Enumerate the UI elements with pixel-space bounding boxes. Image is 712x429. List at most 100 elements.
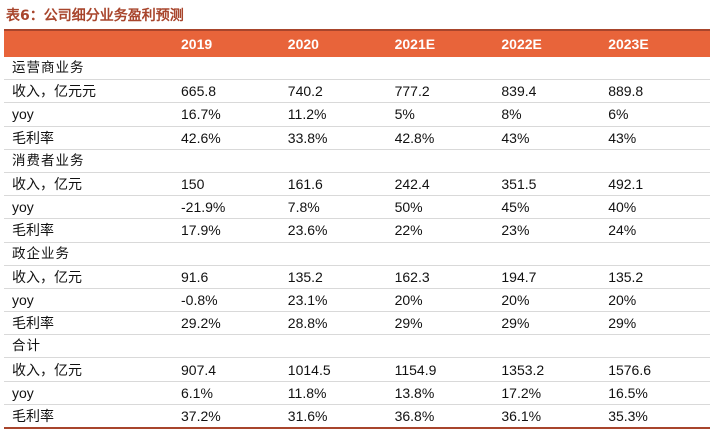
value-cell: 740.2	[282, 79, 390, 104]
value-cell: 23%	[496, 218, 604, 243]
metric-label: 收入，亿元	[4, 265, 176, 289]
value-cell: -0.8%	[176, 288, 283, 313]
value-cell: 839.4	[496, 79, 604, 104]
value-cell: 43%	[496, 126, 604, 150]
value-cell: 35.3%	[603, 404, 710, 429]
value-cell: 11.8%	[282, 381, 390, 405]
table-row: 毛利率 42.6% 33.8% 42.8% 43% 43%	[4, 126, 710, 150]
value-cell: 50%	[389, 195, 497, 220]
segment-name: 运营商业务	[4, 57, 710, 81]
value-cell: 91.6	[176, 265, 283, 289]
title-rule	[4, 29, 710, 31]
metric-label: 毛利率	[4, 126, 176, 150]
metric-label: 毛利率	[4, 311, 176, 336]
value-cell: 492.1	[603, 172, 710, 197]
metric-label: yoy	[4, 288, 176, 313]
value-cell: 351.5	[496, 172, 604, 197]
value-cell: 29%	[603, 311, 710, 336]
value-cell: 1353.2	[496, 357, 604, 382]
metric-label: yoy	[4, 102, 176, 127]
value-cell: 36.1%	[496, 404, 604, 429]
value-cell: 42.6%	[176, 126, 283, 150]
value-cell: 16.7%	[176, 102, 283, 127]
table-row: 收入，亿元 150 161.6 242.4 351.5 492.1	[4, 172, 710, 197]
value-cell: 20%	[389, 288, 497, 313]
value-cell: 150	[176, 172, 283, 197]
value-cell: 24%	[603, 218, 710, 243]
value-cell: 43%	[603, 126, 710, 150]
value-cell: 20%	[603, 288, 710, 313]
value-cell: 161.6	[282, 172, 390, 197]
metric-label: 毛利率	[4, 404, 176, 429]
value-cell: 37.2%	[176, 404, 283, 429]
header-corner	[4, 31, 176, 57]
value-cell: 135.2	[282, 265, 390, 289]
value-cell: 29%	[389, 311, 497, 336]
value-cell: -21.9%	[176, 195, 283, 220]
value-cell: 29.2%	[176, 311, 283, 336]
value-cell: 1576.6	[603, 357, 710, 382]
table-row: 毛利率 17.9% 23.6% 22% 23% 24%	[4, 218, 710, 243]
value-cell: 1154.9	[389, 357, 497, 382]
table-row: yoy 16.7% 11.2% 5% 8% 6%	[4, 102, 710, 127]
segment-name: 合计	[4, 334, 710, 359]
year-header: 2022E	[496, 31, 604, 57]
year-header: 2020	[282, 31, 390, 57]
value-cell: 36.8%	[389, 404, 497, 429]
value-cell: 8%	[496, 102, 604, 127]
segment-name: 消费者业务	[4, 149, 710, 173]
value-cell: 23.6%	[282, 218, 390, 243]
value-cell: 29%	[496, 311, 604, 336]
value-cell: 22%	[389, 218, 497, 243]
value-cell: 17.2%	[496, 381, 604, 405]
year-header: 2021E	[389, 31, 497, 57]
table-row: yoy 6.1% 11.8% 13.8% 17.2% 16.5%	[4, 381, 710, 405]
table-row: 收入，亿元 907.4 1014.5 1154.9 1353.2 1576.6	[4, 357, 710, 382]
value-cell: 907.4	[176, 357, 283, 382]
value-cell: 42.8%	[389, 126, 497, 150]
year-header: 2023E	[603, 31, 710, 57]
table-row: yoy -0.8% 23.1% 20% 20% 20%	[4, 288, 710, 313]
value-cell: 135.2	[603, 265, 710, 289]
table-row: 收入，亿元 91.6 135.2 162.3 194.7 135.2	[4, 265, 710, 289]
value-cell: 162.3	[389, 265, 497, 289]
table-row: 毛利率 29.2% 28.8% 29% 29% 29%	[4, 311, 710, 336]
metric-label: 收入，亿元元	[4, 79, 176, 104]
value-cell: 6%	[603, 102, 710, 127]
metric-label: yoy	[4, 381, 176, 405]
value-cell: 28.8%	[282, 311, 390, 336]
value-cell: 16.5%	[603, 381, 710, 405]
value-cell: 11.2%	[282, 102, 390, 127]
value-cell: 5%	[389, 102, 497, 127]
value-cell: 23.1%	[282, 288, 390, 313]
segment-row: 消费者业务	[4, 149, 710, 173]
value-cell: 242.4	[389, 172, 497, 197]
metric-label: 收入，亿元	[4, 357, 176, 382]
table-row: 毛利率 37.2% 31.6% 36.8% 36.1% 35.3%	[4, 404, 710, 429]
table-title: 表6：公司细分业务盈利预测	[6, 8, 184, 24]
segment-name: 政企业务	[4, 242, 710, 266]
segment-row: 合计	[4, 334, 710, 359]
value-cell: 40%	[603, 195, 710, 220]
value-cell: 20%	[496, 288, 604, 313]
table-row: 收入，亿元元 665.8 740.2 777.2 839.4 889.8	[4, 79, 710, 104]
metric-label: yoy	[4, 195, 176, 220]
segment-row: 运营商业务	[4, 57, 710, 81]
table-row: yoy -21.9% 7.8% 50% 45% 40%	[4, 195, 710, 220]
forecast-table: 2019 2020 2021E 2022E 2023E 运营商业务 收入，亿元元 6…	[4, 31, 710, 429]
value-cell: 889.8	[603, 79, 710, 104]
year-header: 2019	[176, 31, 283, 57]
value-cell: 45%	[496, 195, 604, 220]
metric-label: 毛利率	[4, 218, 176, 243]
value-cell: 665.8	[176, 79, 283, 104]
metric-label: 收入，亿元	[4, 172, 176, 197]
value-cell: 31.6%	[282, 404, 390, 429]
value-cell: 33.8%	[282, 126, 390, 150]
value-cell: 13.8%	[389, 381, 497, 405]
value-cell: 194.7	[496, 265, 604, 289]
value-cell: 17.9%	[176, 218, 283, 243]
header-row: 2019 2020 2021E 2022E 2023E	[4, 31, 710, 57]
segment-row: 政企业务	[4, 242, 710, 266]
value-cell: 777.2	[389, 79, 497, 104]
value-cell: 1014.5	[282, 357, 390, 382]
